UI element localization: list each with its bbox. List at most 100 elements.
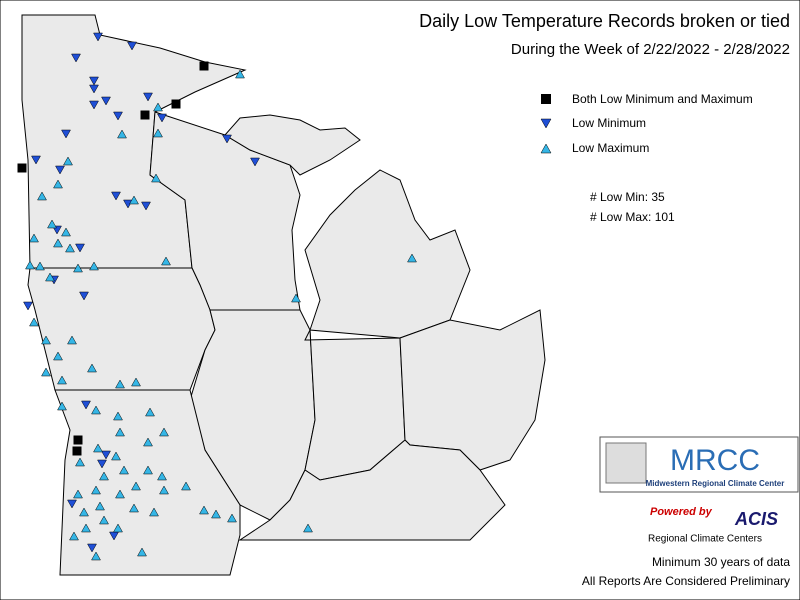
record-marker [73, 263, 83, 273]
record-marker [91, 485, 101, 495]
record-marker [75, 457, 85, 467]
mrcc-logo: MRCC Midwestern Regional Climate Center [599, 436, 799, 493]
record-marker [31, 155, 41, 165]
record-marker [137, 547, 147, 557]
record-marker [79, 291, 89, 301]
record-marker [141, 201, 151, 211]
record-marker [91, 405, 101, 415]
record-marker [153, 102, 163, 112]
record-marker [75, 243, 85, 253]
record-marker [303, 523, 313, 533]
record-marker [113, 111, 123, 121]
record-marker [117, 129, 127, 139]
record-marker [87, 363, 97, 373]
legend-label: Both Low Minimum and Maximum [572, 92, 753, 106]
record-marker [71, 53, 81, 63]
legend-down [540, 118, 552, 129]
record-marker [111, 191, 121, 201]
record-marker [67, 335, 77, 345]
record-marker [157, 471, 167, 481]
record-marker [79, 507, 89, 517]
record-marker [72, 446, 82, 456]
record-marker [101, 450, 111, 460]
record-marker [113, 411, 123, 421]
record-marker [81, 523, 91, 533]
acis-sub: Regional Climate Centers [648, 534, 762, 545]
record-marker [127, 41, 137, 51]
record-marker [53, 179, 63, 189]
footer: All Reports Are Considered Preliminary [582, 574, 790, 588]
kentucky [238, 439, 506, 541]
record-marker [87, 543, 97, 553]
record-marker [41, 367, 51, 377]
record-marker [113, 523, 123, 533]
record-marker [63, 156, 73, 166]
title: Daily Low Temperature Records broken or … [419, 11, 790, 31]
iowa [27, 267, 216, 391]
footer: Minimum 30 years of data [652, 555, 790, 569]
record-marker [151, 173, 161, 183]
logo-name: MRCC [670, 444, 760, 477]
record-marker [291, 293, 301, 303]
record-marker [99, 515, 109, 525]
record-marker [157, 113, 167, 123]
markers [17, 32, 417, 561]
legend-label: Low Minimum [572, 116, 646, 130]
record-marker [145, 407, 155, 417]
record-marker [199, 61, 209, 71]
record-marker [149, 507, 159, 517]
legend-label: Low Maximum [572, 141, 649, 155]
record-marker [235, 69, 245, 79]
record-marker [153, 128, 163, 138]
record-marker [25, 260, 35, 270]
record-marker [89, 76, 99, 86]
record-marker [73, 435, 83, 445]
record-marker [131, 377, 141, 387]
record-marker [93, 32, 103, 42]
record-marker [171, 99, 181, 109]
record-marker [45, 272, 55, 282]
stat: # Low Max: 101 [590, 210, 675, 224]
record-marker [119, 465, 129, 475]
record-marker [91, 551, 101, 561]
acis-name: ACIS [734, 509, 778, 529]
record-marker [35, 261, 45, 271]
record-marker [89, 261, 99, 271]
record-marker [37, 191, 47, 201]
record-marker [57, 375, 67, 385]
record-marker [115, 379, 125, 389]
record-marker [143, 92, 153, 102]
states [21, 14, 546, 576]
record-marker [115, 427, 125, 437]
record-marker [159, 427, 169, 437]
record-marker [115, 489, 125, 499]
record-marker [53, 238, 63, 248]
record-marker [57, 401, 67, 411]
record-marker [41, 335, 51, 345]
record-marker [129, 195, 139, 205]
record-marker [407, 253, 417, 263]
record-marker [17, 163, 27, 173]
record-marker [23, 301, 33, 311]
record-marker [140, 110, 150, 120]
missouri [54, 389, 241, 576]
record-marker [61, 227, 71, 237]
record-marker [95, 501, 105, 511]
record-marker [67, 499, 77, 509]
record-marker [181, 481, 191, 491]
record-marker [99, 471, 109, 481]
record-marker [159, 485, 169, 495]
record-marker [250, 157, 260, 167]
logo-map [605, 442, 647, 484]
acis-powered: Powered by [650, 506, 713, 518]
record-marker [143, 465, 153, 475]
record-marker [29, 233, 39, 243]
record-marker [55, 165, 65, 175]
record-marker [129, 503, 139, 513]
record-marker [81, 400, 91, 410]
logo-full-name: Midwestern Regional Climate Center [646, 479, 785, 488]
record-marker [61, 129, 71, 139]
record-marker [89, 100, 99, 110]
record-marker [97, 459, 107, 469]
